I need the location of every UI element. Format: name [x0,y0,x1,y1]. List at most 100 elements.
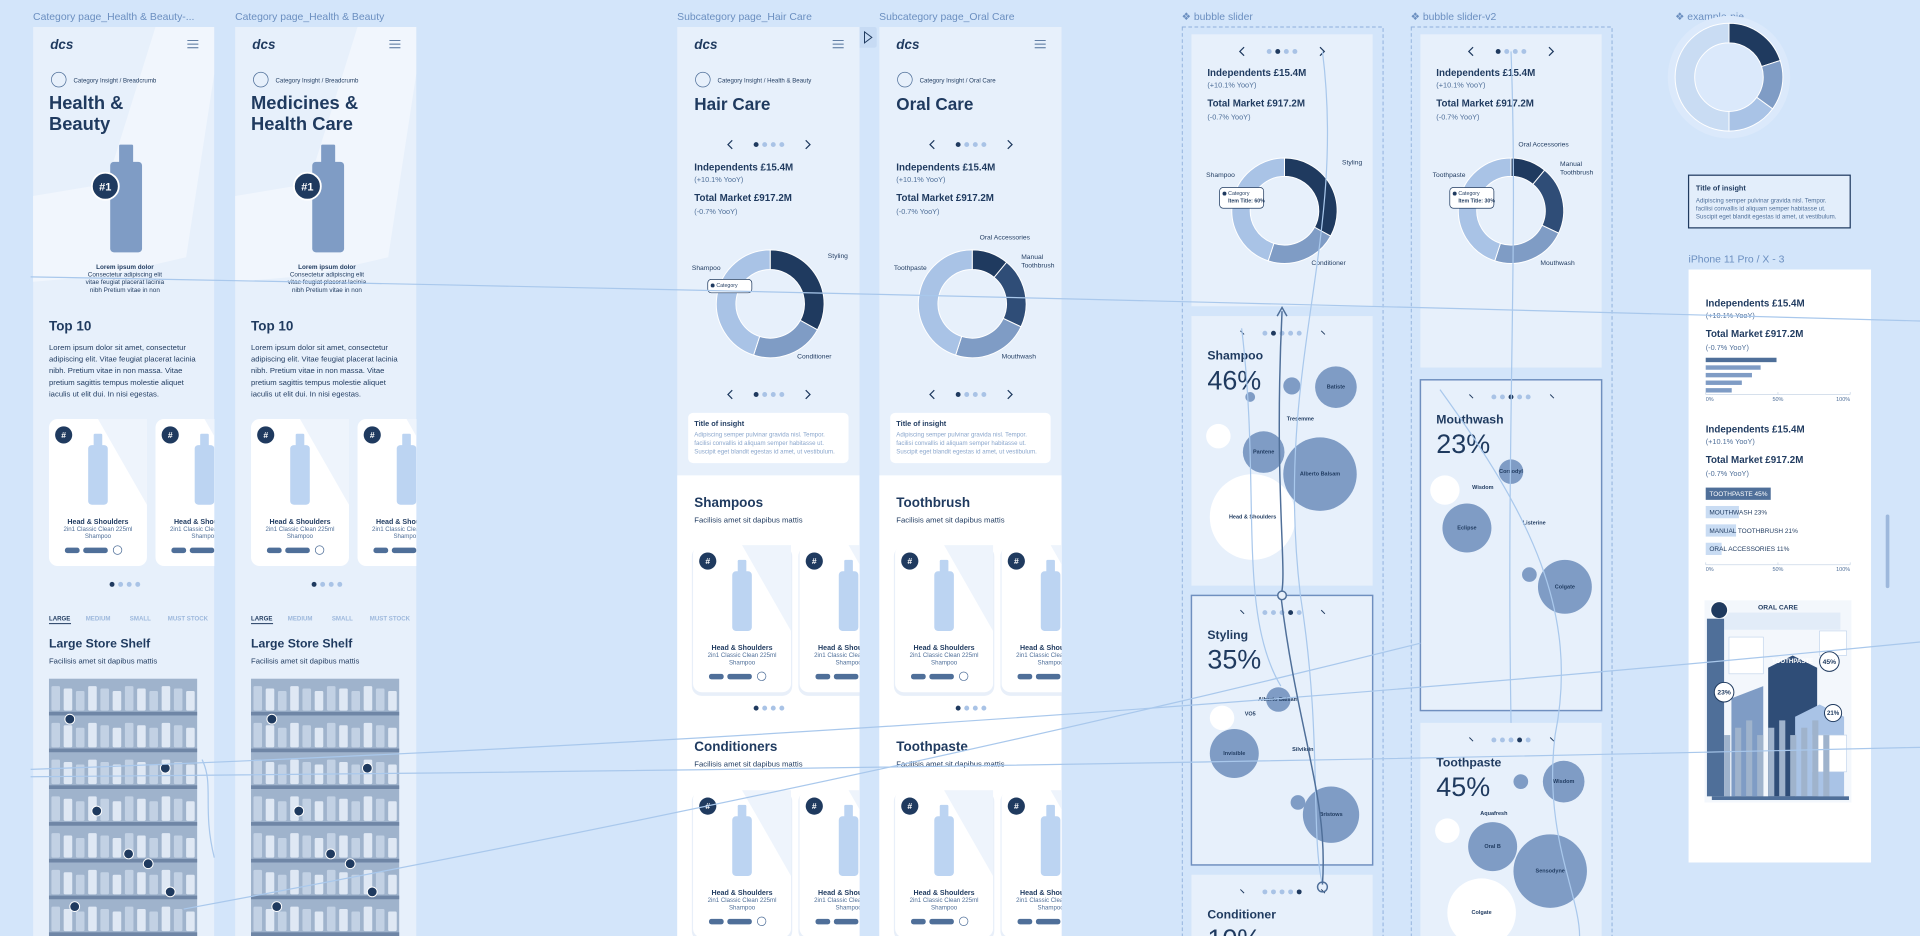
swipe-icon [1549,394,1555,399]
shelf-product [253,686,263,711]
arrow-left [727,389,733,400]
prototype-connectors [30,51,1920,936]
label: Adipiscing semper pulvinar gravida nisl.… [694,432,825,439]
shelf-product [339,872,348,895]
frame: dcs Category Insight / Breadcrumb Medicine… [235,26,417,936]
label: nibh. Pretium vitae in non massa. Vitae [251,366,384,375]
shelf-hotspot [293,805,305,817]
label: pretium sagittis tempus molestie aliquet [251,378,387,387]
label: Total Market £917.2M [1706,455,1804,466]
label: Toothbrush [1560,170,1593,177]
shelf-product [388,911,397,932]
shelf-product [314,727,324,748]
bubble [1513,834,1587,908]
bottle-body [290,445,310,505]
slider-dot [762,705,768,711]
shelf-product [186,801,195,821]
shelf-product [124,906,134,932]
card-decor [204,418,215,437]
label: Head & Shoulders [174,518,235,526]
shelf-product [388,690,397,711]
bottle-body [110,161,143,253]
label: 0% [1706,567,1714,573]
slider-dot [1296,330,1302,336]
label: # [61,430,66,440]
label: Shampoo [931,904,958,911]
shelf-product [302,872,312,895]
shelf-product [173,725,183,748]
tag-pill [708,918,724,925]
label: Conditioner [1311,260,1346,267]
label: MUST STOCK [370,615,411,622]
scrollbar[interactable] [1885,514,1890,589]
shelf-product [375,688,385,711]
connector [1509,51,1515,723]
shelf-product [314,911,324,932]
shelf-product [290,869,299,895]
breadcrumb-icon [253,71,269,88]
slider-dot [972,392,978,397]
shelf-product [277,837,287,858]
shelf-product [51,796,60,821]
rank-badge [1007,797,1025,815]
frame: Independents £15.4M (+10.1% YooY) Total Ma… [1410,26,1613,936]
label: 2in1 Classic Clean 225ml [910,897,979,904]
shelf-product [51,869,60,895]
card-decor [742,790,792,876]
shelf-product [149,837,158,858]
shelf-product [161,796,171,821]
frame-label: Category page_Health & Beauty-... [33,12,194,23]
slider-dot [311,581,317,587]
bubble [1266,687,1291,712]
slider-dot [1279,889,1285,895]
shelf-product [186,690,195,711]
slider-dot [1271,330,1276,336]
label: SMALL [130,615,151,622]
flow-arrow [1276,306,1329,893]
swipe-icon [1320,330,1326,335]
shelf-product [363,906,373,932]
slider-dot [981,705,987,711]
bottle-neck [939,559,949,575]
shelf-product [302,725,312,748]
bottle-body [732,816,752,876]
shelf-product [388,801,397,821]
shelf-product [363,796,373,821]
shelf-product [186,727,195,748]
label: Title of insight [694,419,744,428]
arrow-right [1007,389,1013,400]
slider-dot [1504,49,1510,54]
bubble-label: Bristows [1319,812,1342,818]
label: 2in1 Classic Clean 225ml [266,526,335,533]
label: LARGE [49,615,70,622]
shelf-product [375,725,385,748]
label: 2in1 Classic Clean 225ml [708,652,777,659]
tag-pill [911,673,926,680]
shelf-product [137,798,146,821]
tag-pill [83,547,108,554]
label: MOUTHWASH 23% [1709,509,1767,516]
label: TOOTHPASTE [1772,658,1813,665]
tooltip [1449,187,1495,209]
shelf-product [277,801,287,821]
arrow-right [1007,139,1013,150]
slider-dot [753,392,759,397]
label: dcs [50,37,74,52]
tooltip-dot [1222,191,1227,196]
shelf-product [100,872,109,895]
swipe-icon [1240,889,1245,894]
label: Independents £15.4M [694,162,793,173]
slider-dot [955,392,961,397]
shelf-product [124,686,134,711]
bubble [1209,474,1296,560]
label: # [907,556,912,566]
swipe-icon [1320,609,1326,615]
shelf-product [88,759,97,785]
bubble [1537,559,1592,614]
infographic-product [1790,735,1797,797]
label: Category Insight / Health & Beauty [718,77,813,84]
slider-dot [1262,330,1268,336]
label: Top 10 [251,319,293,334]
slider-dot [770,392,776,397]
shelf-product [277,911,287,932]
